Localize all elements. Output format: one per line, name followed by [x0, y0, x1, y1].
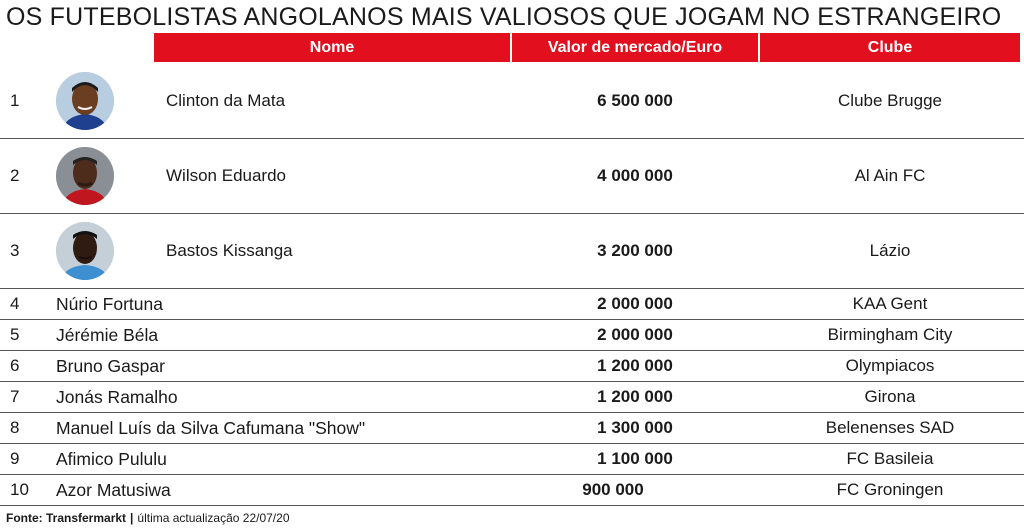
last-updated: última actualização 22/07/20 — [137, 511, 290, 525]
player-name: Wilson Eduardo — [166, 166, 287, 185]
player-name: Clinton da Mata — [166, 91, 286, 110]
player-name: Bruno Gaspar — [56, 356, 165, 376]
market-value: 900 000 — [582, 480, 644, 499]
player-name: Jérémie Béla — [56, 325, 159, 345]
club-name: Belenenses SAD — [825, 418, 955, 437]
footer-separator: | — [130, 511, 134, 525]
table-row: 7 Jonás Ramalho 1 200 000 Girona — [0, 382, 1024, 413]
market-value: 3 200 000 — [597, 241, 673, 260]
player-name: Jonás Ramalho — [56, 387, 178, 407]
rank: 8 — [10, 418, 20, 437]
market-value: 1 300 000 — [597, 418, 673, 437]
table-row: 10 Azor Matusiwa 900 000 FC Groningen — [0, 475, 1024, 506]
player-photo — [56, 147, 114, 205]
table-row: 1 Clinton da Mata 6 500 000 Clube Brugge — [0, 64, 1024, 139]
table-row: 4 Núrio Fortuna 2 000 000 KAA Gent — [0, 289, 1024, 320]
rank: 4 — [10, 294, 20, 313]
club-name: KAA Gent — [852, 294, 928, 313]
column-header-value: Valor de mercado/Euro — [512, 33, 758, 62]
club-name: Birmingham City — [827, 325, 953, 344]
rank: 2 — [10, 166, 20, 185]
club-name: Girona — [864, 387, 916, 406]
rank: 5 — [10, 325, 20, 344]
market-value: 4 000 000 — [597, 166, 673, 185]
rank: 1 — [10, 91, 20, 110]
column-header-name: Nome — [154, 33, 510, 62]
column-header-club: Clube — [760, 33, 1020, 62]
market-value: 1 200 000 — [597, 387, 673, 406]
market-value: 1 200 000 — [597, 356, 673, 375]
page-title: OS FUTEBOLISTAS ANGOLANOS MAIS VALIOSOS … — [6, 3, 1002, 31]
player-name: Afimico Pululu — [56, 449, 167, 469]
rank: 7 — [10, 387, 20, 406]
table-row: 5 Jérémie Béla 2 000 000 Birmingham City — [0, 320, 1024, 351]
rank: 3 — [10, 241, 20, 260]
table-row: 3 Bastos Kissanga 3 200 000 Lázio — [0, 214, 1024, 289]
player-name: Azor Matusiwa — [56, 480, 171, 500]
market-value: 6 500 000 — [597, 91, 673, 110]
club-name: Olympiacos — [845, 356, 935, 375]
player-photo — [56, 72, 114, 130]
club-name: FC Groningen — [836, 480, 944, 499]
market-value: 2 000 000 — [597, 294, 673, 313]
source-label: Fonte: Transfermarkt — [6, 511, 127, 525]
table-row: 6 Bruno Gaspar 1 200 000 Olympiacos — [0, 351, 1024, 382]
club-name: Clube Brugge — [838, 91, 942, 110]
player-photo — [56, 222, 114, 280]
player-name: Núrio Fortuna — [56, 294, 163, 314]
club-name: Al Ain FC — [854, 166, 926, 185]
club-name: Lázio — [869, 241, 911, 260]
source-footer: Fonte: Transfermarkt | última actualização… — [6, 510, 290, 526]
table-header: Nome Valor de mercado/Euro Clube — [154, 33, 1020, 62]
rank: 6 — [10, 356, 20, 375]
table-row: 2 Wilson Eduardo 4 000 000 Al Ain FC — [0, 139, 1024, 214]
table-row: 8 Manuel Luís da Silva Cafumana "Show" 1… — [0, 413, 1024, 444]
rank: 10 — [10, 480, 29, 499]
rank: 9 — [10, 449, 20, 468]
club-name: FC Basileia — [846, 449, 934, 468]
player-name: Bastos Kissanga — [166, 241, 293, 260]
market-value: 2 000 000 — [597, 325, 673, 344]
table-row: 9 Afimico Pululu 1 100 000 FC Basileia — [0, 444, 1024, 475]
market-value: 1 100 000 — [597, 449, 673, 468]
player-name: Manuel Luís da Silva Cafumana "Show" — [56, 418, 366, 438]
